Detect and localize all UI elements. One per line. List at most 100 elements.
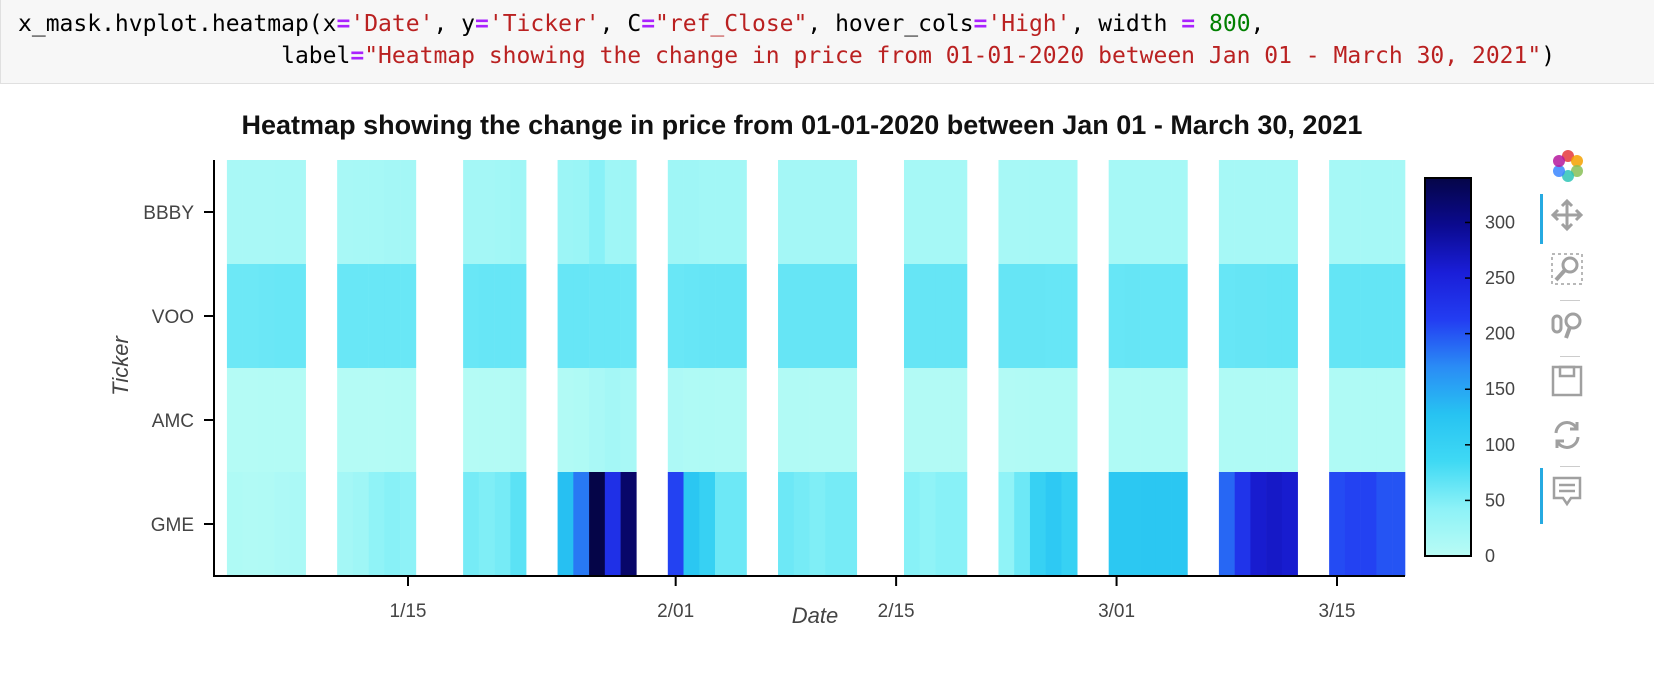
- heatmap-cell[interactable]: [1155, 472, 1172, 576]
- heatmap-cell[interactable]: [1234, 472, 1251, 576]
- heatmap-cell[interactable]: [1266, 160, 1283, 264]
- heatmap-cell[interactable]: [683, 368, 700, 472]
- wheel-zoom-tool-icon[interactable]: [1550, 308, 1590, 348]
- heatmap-cell[interactable]: [620, 472, 637, 576]
- heatmap-cell[interactable]: [715, 368, 732, 472]
- heatmap-cell[interactable]: [919, 368, 936, 472]
- heatmap-cell[interactable]: [667, 472, 684, 576]
- hover-tool-icon[interactable]: [1550, 474, 1590, 514]
- heatmap-cell[interactable]: [226, 472, 243, 576]
- heatmap-cell[interactable]: [573, 160, 590, 264]
- heatmap-cell[interactable]: [1045, 472, 1062, 576]
- heatmap-cell[interactable]: [1171, 368, 1188, 472]
- heatmap-cell[interactable]: [494, 264, 511, 368]
- heatmap-cell[interactable]: [463, 160, 480, 264]
- heatmap-cell[interactable]: [242, 368, 259, 472]
- heatmap-cell[interactable]: [699, 160, 716, 264]
- heatmap-cell[interactable]: [557, 264, 574, 368]
- heatmap-cell[interactable]: [289, 264, 306, 368]
- heatmap-cell[interactable]: [951, 472, 968, 576]
- heatmap-cell[interactable]: [730, 368, 747, 472]
- heatmap-cell[interactable]: [620, 368, 637, 472]
- heatmap-cell[interactable]: [919, 472, 936, 576]
- heatmap-cell[interactable]: [1124, 160, 1141, 264]
- heatmap-cell[interactable]: [242, 264, 259, 368]
- heatmap-cell[interactable]: [903, 472, 921, 576]
- heatmap-cell[interactable]: [825, 264, 842, 368]
- heatmap-cell[interactable]: [667, 368, 684, 472]
- heatmap-cell[interactable]: [1344, 160, 1361, 264]
- heatmap-cell[interactable]: [289, 160, 306, 264]
- heatmap-cell[interactable]: [841, 472, 858, 576]
- heatmap-cell[interactable]: [793, 264, 810, 368]
- heatmap-cell[interactable]: [1124, 472, 1141, 576]
- heatmap-cell[interactable]: [1061, 368, 1078, 472]
- heatmap-cell[interactable]: [400, 368, 417, 472]
- heatmap-cell[interactable]: [1218, 264, 1235, 368]
- heatmap-cell[interactable]: [604, 472, 621, 576]
- heatmap-cell[interactable]: [841, 368, 858, 472]
- heatmap-cell[interactable]: [1029, 160, 1047, 264]
- heatmap-cell[interactable]: [557, 472, 574, 576]
- heatmap-cell[interactable]: [809, 160, 826, 264]
- heatmap-cell[interactable]: [463, 368, 480, 472]
- heatmap-cell[interactable]: [1171, 264, 1188, 368]
- heatmap-cell[interactable]: [274, 472, 291, 576]
- reset-tool-icon[interactable]: [1550, 418, 1590, 458]
- heatmap-cell[interactable]: [1061, 264, 1078, 368]
- heatmap-cell[interactable]: [1061, 472, 1078, 576]
- heatmap-cell[interactable]: [793, 472, 810, 576]
- heatmap-cell[interactable]: [510, 160, 527, 264]
- heatmap-cell[interactable]: [1250, 472, 1267, 576]
- heatmap-cell[interactable]: [1108, 160, 1125, 264]
- heatmap-cell[interactable]: [573, 368, 590, 472]
- heatmap-cell[interactable]: [730, 160, 747, 264]
- heatmap-cell[interactable]: [667, 160, 684, 264]
- heatmap-cell[interactable]: [1140, 264, 1157, 368]
- heatmap-cell[interactable]: [1155, 264, 1172, 368]
- heatmap-cell[interactable]: [494, 160, 511, 264]
- heatmap-cell[interactable]: [384, 368, 401, 472]
- heatmap-cell[interactable]: [463, 472, 480, 576]
- heatmap-cell[interactable]: [1155, 368, 1172, 472]
- heatmap-cell[interactable]: [1266, 368, 1283, 472]
- heatmap-cell[interactable]: [1155, 160, 1172, 264]
- heatmap-cell[interactable]: [730, 264, 747, 368]
- heatmap-cell[interactable]: [352, 160, 369, 264]
- heatmap-cell[interactable]: [1250, 160, 1267, 264]
- heatmap-cell[interactable]: [998, 472, 1015, 576]
- heatmap-cell[interactable]: [384, 160, 401, 264]
- heatmap-cell[interactable]: [368, 160, 385, 264]
- heatmap-cell[interactable]: [274, 264, 291, 368]
- heatmap-cell[interactable]: [1329, 368, 1346, 472]
- heatmap-cell[interactable]: [494, 472, 511, 576]
- heatmap-cell[interactable]: [1392, 472, 1406, 576]
- heatmap-cell[interactable]: [951, 368, 968, 472]
- heatmap-cell[interactable]: [589, 264, 606, 368]
- heatmap-cell[interactable]: [1281, 472, 1298, 576]
- heatmap-cell[interactable]: [1329, 472, 1346, 576]
- heatmap-cell[interactable]: [226, 264, 243, 368]
- heatmap-cell[interactable]: [1376, 472, 1393, 576]
- heatmap-cell[interactable]: [903, 160, 921, 264]
- heatmap-cell[interactable]: [683, 160, 700, 264]
- heatmap-cell[interactable]: [825, 472, 842, 576]
- heatmap-cell[interactable]: [778, 368, 795, 472]
- heatmap-cell[interactable]: [274, 368, 291, 472]
- heatmap-cell[interactable]: [1392, 160, 1406, 264]
- heatmap-cell[interactable]: [463, 264, 480, 368]
- heatmap-cell[interactable]: [384, 264, 401, 368]
- heatmap-plot[interactable]: Heatmap showing the change in price from…: [0, 84, 1654, 681]
- save-tool-icon[interactable]: [1550, 364, 1590, 404]
- heatmap-cell[interactable]: [793, 368, 810, 472]
- code-cell[interactable]: x_mask.hvplot.heatmap(x='Date', y='Ticke…: [0, 0, 1654, 84]
- heatmap-cell[interactable]: [998, 368, 1015, 472]
- heatmap-cell[interactable]: [683, 264, 700, 368]
- heatmap-cell[interactable]: [1218, 160, 1235, 264]
- heatmap-cell[interactable]: [226, 160, 243, 264]
- heatmap-cell[interactable]: [258, 160, 275, 264]
- heatmap-cell[interactable]: [903, 368, 921, 472]
- heatmap-cell[interactable]: [368, 264, 385, 368]
- heatmap-cell[interactable]: [1014, 368, 1031, 472]
- heatmap-cell[interactable]: [935, 264, 952, 368]
